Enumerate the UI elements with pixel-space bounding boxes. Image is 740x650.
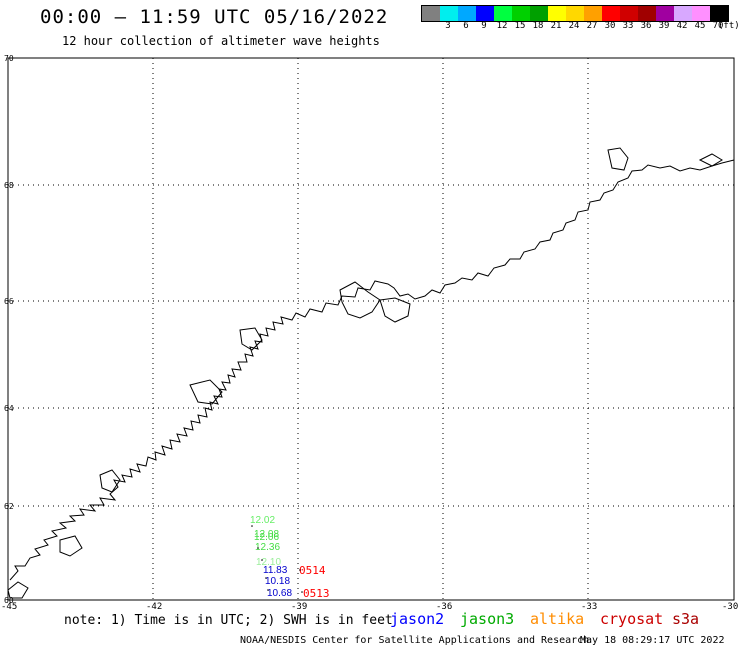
- jason2-wave-height: 10.68: [267, 588, 292, 599]
- map-frame: [7, 57, 735, 601]
- legend-swatch-8: [566, 6, 584, 21]
- satellite-jason3: jason3: [460, 610, 515, 628]
- longitude-labels: -45 -42 -39 -36 -33 -30: [1, 602, 738, 612]
- legend-swatch-0: [422, 6, 440, 21]
- credit-line: NOAA/NESDIS Center for Satellite Applica…: [240, 635, 590, 646]
- fjord-7: [59, 535, 83, 557]
- greenland-coastline: [7, 147, 735, 599]
- fjord-2: [379, 297, 411, 323]
- latitude-label: 64: [4, 404, 14, 413]
- observation-time: 0513: [303, 587, 330, 600]
- latitude-label: 66: [4, 297, 14, 306]
- legend-label: 30: [604, 21, 616, 31]
- color-scale-legend: [421, 5, 729, 22]
- legend-swatch-5: [512, 6, 530, 21]
- fjord-3: [239, 327, 263, 351]
- longitude-label: -36: [436, 602, 452, 612]
- coastline-main: [9, 159, 735, 581]
- graticule: [8, 58, 734, 600]
- legend-label: 39: [658, 21, 670, 31]
- legend-label: 42: [676, 21, 688, 31]
- legend-swatch-16: [710, 6, 728, 21]
- longitude-label: -45: [1, 602, 17, 612]
- track-point: [265, 577, 267, 579]
- satellite-cryosat: cryosat: [600, 610, 664, 628]
- track-point: [257, 547, 259, 549]
- satellite-s3a: s3a: [672, 610, 700, 628]
- fjord-1: [339, 281, 381, 319]
- legend-swatch-14: [674, 6, 692, 21]
- legend-swatch-4: [494, 6, 512, 21]
- track-point: [267, 589, 269, 591]
- latitude-label: 60: [4, 596, 14, 605]
- legend-label: 21: [550, 21, 562, 31]
- legend-swatch-11: [620, 6, 638, 21]
- jason2-wave-height: 10.18: [265, 576, 290, 587]
- legend-label: 15: [514, 21, 526, 31]
- jason2-wave-height: 11.83: [263, 565, 288, 576]
- legend-label: 9: [481, 21, 487, 31]
- legend-label: 45: [694, 21, 706, 31]
- longitude-label: -30: [722, 602, 738, 612]
- legend-swatch-2: [458, 6, 476, 21]
- legend-label: 33: [622, 21, 634, 31]
- track-point: [251, 525, 253, 527]
- legend-swatch-3: [476, 6, 494, 21]
- legend-label: 24: [568, 21, 580, 31]
- legend-swatch-9: [584, 6, 602, 21]
- longitude-label: -39: [291, 602, 307, 612]
- legend-swatch-13: [656, 6, 674, 21]
- jason3-wave-height: 12.10: [256, 557, 281, 568]
- legend-swatch-1: [440, 6, 458, 21]
- legend-label: 6: [463, 21, 469, 31]
- color-scale-labels: 3 6 9 12 15 18 21 24 27 30 33 36 39 42 45 70: [421, 21, 727, 33]
- legend-swatch-15: [692, 6, 710, 21]
- longitude-label: -33: [581, 602, 597, 612]
- legend-swatch-12: [638, 6, 656, 21]
- jason3-wave-height: 12.08: [254, 529, 279, 540]
- generation-timestamp: May 18 08:29:17 UTC 2022: [580, 635, 725, 646]
- jason3-wave-height: 12.06: [254, 532, 279, 543]
- map-subtitle: 12 hour collection of altimeter wave hei…: [62, 34, 380, 48]
- legend-label: 70: [712, 21, 724, 31]
- track-point: [261, 559, 263, 561]
- legend-swatch-10: [602, 6, 620, 21]
- island-south: [7, 581, 29, 599]
- track-point: [301, 591, 303, 593]
- footnote: note: 1) Time is in UTC; 2) SWH is in fe…: [64, 613, 393, 628]
- legend-label: 12: [496, 21, 508, 31]
- jason3-wave-height: 12.36: [255, 542, 280, 553]
- jason3-wave-height: 12.02: [250, 515, 275, 526]
- fjord-4: [189, 379, 223, 405]
- legend-label: 3: [445, 21, 451, 31]
- satellite-altika: altika: [530, 610, 585, 628]
- satellite-jason2: jason2: [390, 610, 445, 628]
- latitude-label: 68: [4, 181, 14, 190]
- map-title: 00:00 – 11:59 UTC 05/16/2022: [40, 6, 389, 28]
- legend-units: (ft): [718, 21, 740, 31]
- observation-time: 0514: [299, 564, 326, 577]
- latitude-label: 70: [4, 54, 14, 63]
- legend-label: 18: [532, 21, 544, 31]
- legend-label: 36: [640, 21, 652, 31]
- legend-swatch-6: [530, 6, 548, 21]
- island-east: [698, 153, 723, 167]
- track-point: [299, 569, 301, 571]
- latitude-label: 62: [4, 502, 14, 511]
- latitude-labels: 70 68 66 64 62 60: [4, 54, 14, 605]
- longitude-label: -42: [146, 602, 162, 612]
- fjord-6: [99, 469, 121, 493]
- legend-swatch-7: [548, 6, 566, 21]
- fjord-5: [607, 147, 629, 171]
- legend-label: 27: [586, 21, 598, 31]
